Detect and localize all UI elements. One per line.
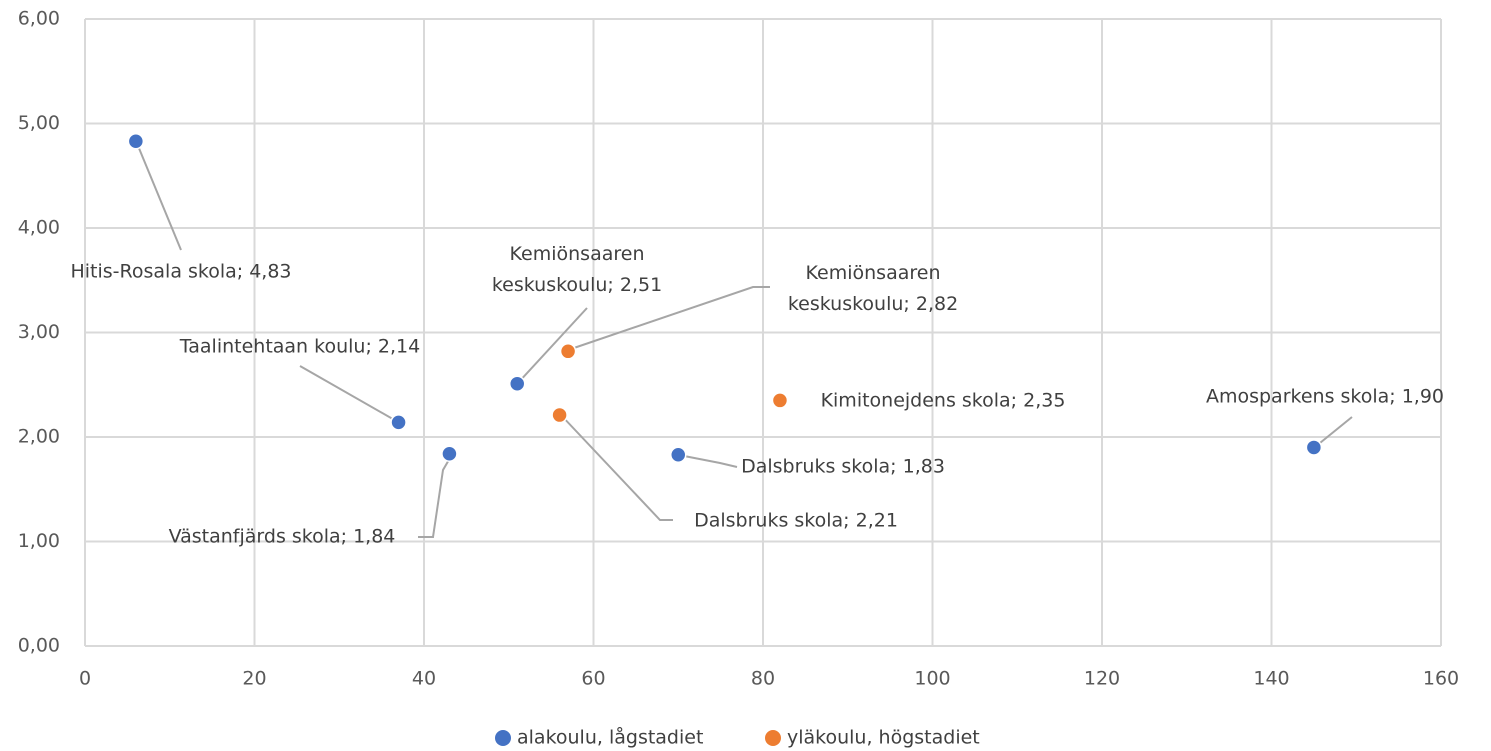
leader-line: [299, 365, 399, 423]
y-tick-label: 1,00: [18, 530, 60, 552]
y-tick-label: 0,00: [18, 635, 60, 657]
leader-line: [559, 413, 673, 521]
point: [559, 343, 577, 360]
x-tick-label: 60: [581, 668, 605, 690]
y-tick-label: 2,00: [18, 426, 60, 448]
x-tick-label: 100: [914, 668, 950, 690]
legend-label: yläkoulu, högstadiet: [787, 727, 980, 749]
data-label: Västanfjärds skola; 1,84: [168, 525, 396, 548]
data-label: Dalsbruks skola; 1,83: [741, 455, 945, 478]
legend-label: alakoulu, lågstadiet: [517, 726, 703, 749]
x-tick-label: 20: [242, 668, 266, 690]
legend-marker: [495, 730, 511, 746]
leader-line: [678, 454, 738, 468]
point: [390, 414, 407, 431]
leader-line: [1314, 416, 1353, 448]
y-tick-label: 3,00: [18, 321, 60, 343]
leader-line: [567, 286, 770, 351]
y-tick-label: 5,00: [18, 112, 60, 134]
legend-marker: [765, 730, 781, 746]
leader-line: [135, 140, 182, 251]
point: [670, 446, 687, 464]
x-tick-label: 120: [1084, 668, 1120, 690]
point: [441, 445, 458, 462]
point: [1305, 439, 1323, 456]
leader-line: [418, 457, 451, 538]
y-tick-label: 6,00: [18, 8, 60, 30]
data-label: Kimitonejdens skola; 2,35: [820, 389, 1066, 412]
data-label: Taalintehtaan koulu; 2,14: [179, 335, 421, 358]
point: [508, 375, 526, 392]
x-tick-label: 140: [1253, 668, 1289, 690]
data-label: Amosparkens skola; 1,90: [1205, 385, 1445, 408]
leader-line: [516, 307, 588, 385]
point: [127, 133, 145, 150]
y-tick-label: 4,00: [18, 217, 60, 239]
x-tick-label: 80: [751, 668, 775, 690]
data-label: Kemiönsaaren keskuskoulu; 2,51: [491, 243, 663, 296]
x-tick-label: 0: [79, 668, 91, 690]
x-tick-label: 160: [1423, 668, 1459, 690]
point: [551, 406, 568, 424]
data-label: Kemiönsaaren keskuskoulu; 2,82: [787, 262, 959, 315]
data-label: Hitis-Rosala skola; 4,83: [70, 260, 292, 283]
data-label: Dalsbruks skola; 2,21: [694, 509, 898, 532]
point: [771, 392, 789, 409]
x-tick-label: 40: [412, 668, 436, 690]
